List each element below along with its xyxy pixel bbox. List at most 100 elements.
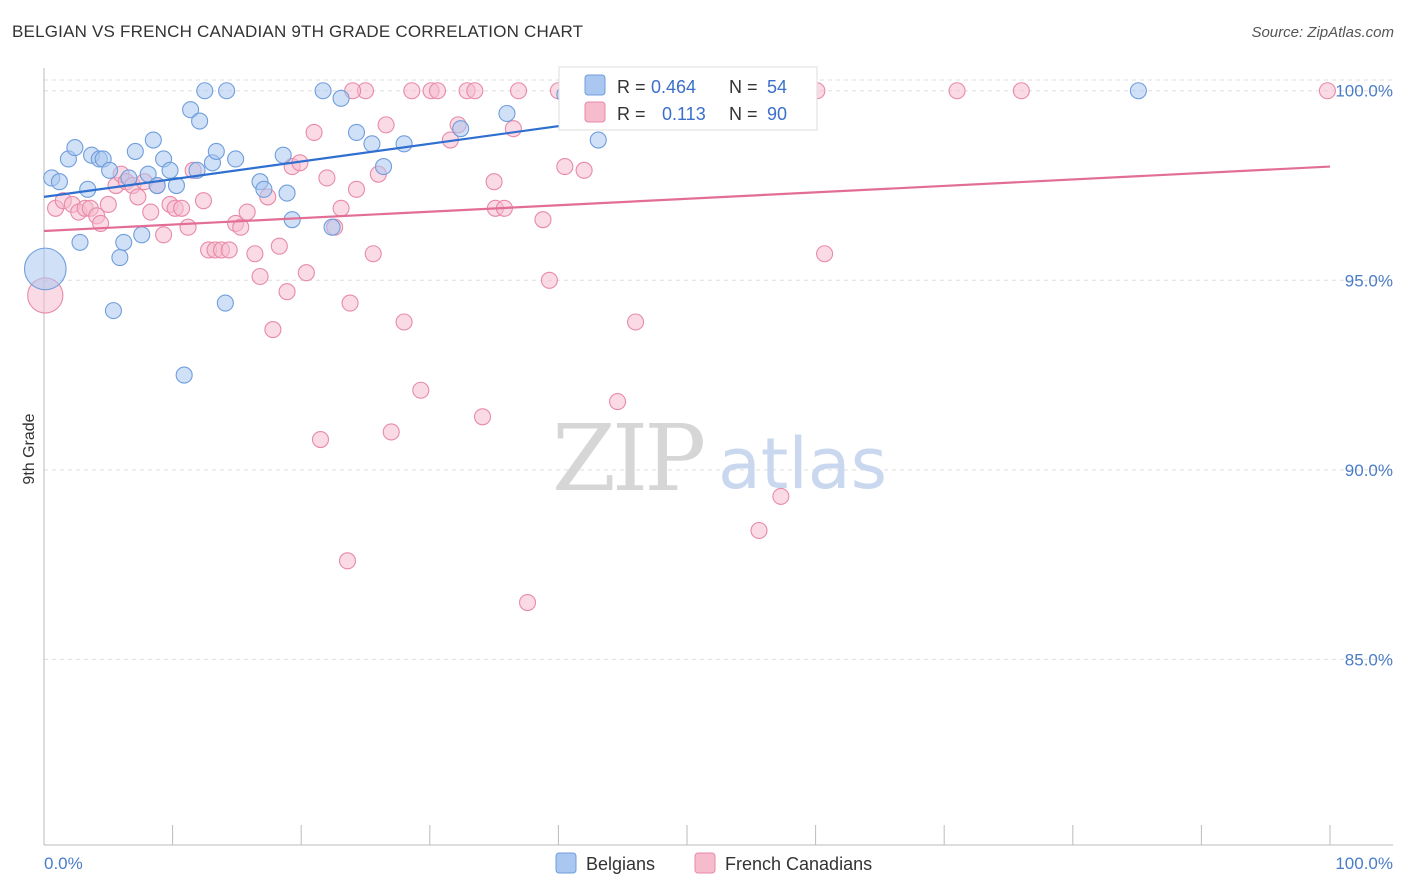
french-canadians-point xyxy=(473,408,492,426)
belgians-point xyxy=(50,173,68,191)
belgians-point xyxy=(66,139,84,157)
french-canadians-point xyxy=(556,158,574,176)
french-canadians-point xyxy=(772,487,790,505)
belgians-point xyxy=(133,226,151,244)
french-canadians-point xyxy=(395,313,413,331)
french-canadians-point xyxy=(341,294,359,312)
french-canadians-point xyxy=(194,192,213,210)
french-canadians-swatch xyxy=(584,101,606,123)
y-tick-labels: 100.0% 95.0% 90.0% 85.0% xyxy=(1335,82,1393,670)
belgians-point xyxy=(115,233,133,251)
french-canadians-point xyxy=(99,195,117,214)
french-canadians-point xyxy=(509,82,528,100)
french-canadians-point xyxy=(364,245,382,263)
belgians-point xyxy=(323,218,341,236)
belgians-point xyxy=(216,294,234,312)
x-tick-label-min: 0.0% xyxy=(44,854,83,873)
french-canadians-point xyxy=(347,180,366,198)
belgians-point xyxy=(218,82,236,100)
french-canadians-point xyxy=(232,218,250,236)
stats-legend: R = 0.464 N = 54 R = 0.113 N = 90 xyxy=(558,66,818,131)
y-tick-label: 100.0% xyxy=(1335,82,1393,101)
french-canadians-n-value: 90 xyxy=(767,104,787,124)
belgians-point xyxy=(395,135,413,153)
french-canadians-point xyxy=(948,82,966,100)
french-canadians-point xyxy=(220,241,238,259)
belgians-point xyxy=(589,131,607,149)
grid-lines xyxy=(44,79,1393,660)
french-canadians-point xyxy=(485,173,503,191)
french-canadians-point xyxy=(179,218,197,236)
belgians-n-label: N = xyxy=(729,77,758,97)
french-canadians-point xyxy=(155,226,173,244)
y-axis-title: 9th Grade xyxy=(21,413,38,484)
belgians-point xyxy=(1129,82,1147,100)
french-canadians-point xyxy=(750,521,768,540)
belgians-n-value: 54 xyxy=(767,77,787,97)
belgians-r-label: R = xyxy=(617,77,646,97)
belgians-point xyxy=(278,184,296,202)
legend-belgians-label: Belgians xyxy=(586,854,655,874)
belgians-point xyxy=(126,142,144,160)
watermark-zip: ZIP xyxy=(552,405,703,512)
french-canadians-point xyxy=(129,188,147,206)
belgians-points xyxy=(23,82,1147,384)
belgians-point xyxy=(374,158,393,176)
belgians-point xyxy=(363,135,381,153)
axes xyxy=(43,68,1393,846)
french-canadians-point xyxy=(377,116,395,134)
belgians-point xyxy=(452,120,470,138)
belgians-point xyxy=(104,302,122,320)
y-tick-label: 90.0% xyxy=(1345,461,1393,480)
belgians-point xyxy=(101,161,119,179)
french-canadians-trend-line xyxy=(43,165,1331,233)
belgians-point xyxy=(207,142,225,160)
belgians-point xyxy=(23,247,67,291)
french-canadians-point xyxy=(264,321,282,339)
french-canadians-points xyxy=(27,82,1336,612)
legend-french-canadians-label: French Canadians xyxy=(725,854,872,874)
belgians-point xyxy=(274,146,292,164)
belgians-point xyxy=(196,82,214,100)
french-canadians-point xyxy=(575,161,593,179)
belgians-point xyxy=(498,104,516,123)
belgians-point xyxy=(227,150,245,168)
belgians-point xyxy=(347,123,366,141)
french-canadians-r-value: 0.113 xyxy=(662,104,706,124)
french-canadians-point xyxy=(1012,82,1030,100)
french-canadians-point xyxy=(540,271,558,289)
x-tick-label-max: 100.0% xyxy=(1335,854,1393,873)
french-canadians-point xyxy=(382,423,400,441)
watermark: ZIP atlas xyxy=(552,405,887,512)
french-canadians-point xyxy=(609,393,627,411)
french-canadians-point xyxy=(278,283,296,301)
legend-belgians-swatch xyxy=(555,852,577,874)
belgians-swatch xyxy=(584,74,606,96)
chart-title: BELGIAN VS FRENCH CANADIAN 9TH GRADE COR… xyxy=(12,22,584,41)
belgians-r-value: 0.464 xyxy=(651,77,696,97)
french-canadians-point xyxy=(338,552,357,570)
belgians-point xyxy=(71,233,89,251)
belgians-point xyxy=(191,112,209,130)
french-canadians-point xyxy=(142,203,160,221)
source-label: Source: ZipAtlas.com xyxy=(1251,24,1394,41)
french-canadians-point xyxy=(311,430,330,449)
french-canadians-point xyxy=(238,203,256,221)
french-canadians-point xyxy=(270,237,288,255)
french-canadians-point xyxy=(305,123,323,141)
belgians-point xyxy=(255,180,273,198)
legend-french-canadians-swatch xyxy=(694,852,716,874)
french-canadians-point xyxy=(504,120,522,138)
french-canadians-point xyxy=(332,199,350,217)
french-canadians-n-label: N = xyxy=(729,104,758,124)
belgians-point xyxy=(111,249,129,267)
french-canadians-point xyxy=(318,169,336,187)
french-canadians-point xyxy=(246,245,264,263)
french-canadians-point xyxy=(403,82,421,100)
belgians-point xyxy=(144,131,162,149)
watermark-atlas: atlas xyxy=(718,423,887,505)
french-canadians-point xyxy=(428,82,447,100)
french-canadians-point xyxy=(466,82,484,100)
belgians-point xyxy=(332,89,350,107)
